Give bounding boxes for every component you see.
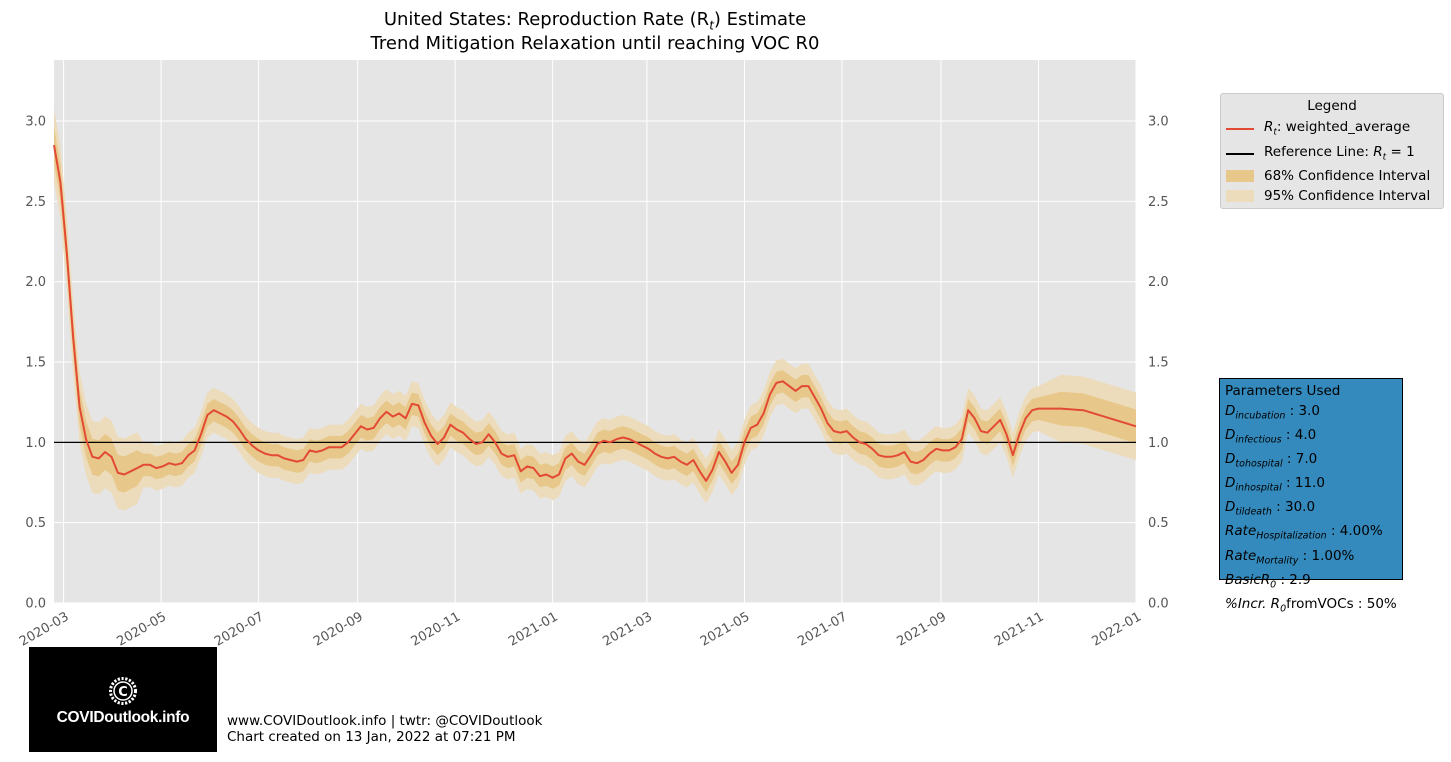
- parameter-row: RateHospitalization : 4.00%: [1225, 523, 1383, 543]
- y-tick-label-left: 1.0: [25, 436, 46, 451]
- legend-ref-swatch: [1226, 147, 1254, 159]
- legend-line-swatch: [1226, 122, 1254, 134]
- x-tick-label: 2020-11: [409, 609, 464, 649]
- y-tick-label-right: 0.0: [1148, 597, 1169, 612]
- parameters-title: Parameters Used: [1225, 383, 1341, 399]
- y-tick-label-left: 0.5: [25, 516, 46, 531]
- x-tick-label: 2021-01: [506, 609, 561, 649]
- parameter-row: Dinhospital : 11.0: [1225, 475, 1325, 494]
- legend-ci95-swatch: [1226, 190, 1254, 202]
- x-tick-label: 2020-03: [17, 609, 72, 649]
- x-tick-label: 2020-07: [212, 609, 267, 649]
- y-tick-label-right: 3.0: [1148, 115, 1169, 130]
- y-tick-label-left: 2.0: [25, 275, 46, 290]
- parameters-box: Parameters Used Dincubation : 3.0 Dinfect…: [1219, 378, 1403, 615]
- x-tick-label: 2021-09: [894, 609, 949, 649]
- svg-text:C: C: [118, 685, 128, 700]
- footer-credits: www.COVIDoutlook.info | twtr: @COVIDoutl…: [227, 713, 542, 745]
- parameter-row: BasicR0 : 2.9: [1225, 571, 1311, 591]
- legend-item-ci95: 95% Confidence Interval: [1226, 187, 1430, 205]
- parameter-row: Dtohospital : 7.0: [1225, 450, 1318, 470]
- legend-title: Legend: [1307, 98, 1357, 114]
- y-tick-label-right: 2.5: [1148, 195, 1169, 210]
- confidence-bands: [54, 109, 1136, 511]
- parameters-list: Dincubation : 3.0 Dinfectious : 4.0 Dtohos…: [1225, 402, 1402, 620]
- y-tick-label-left: 3.0: [25, 115, 46, 130]
- parameter-row: Dincubation : 3.0: [1225, 402, 1320, 422]
- y-tick-label-left: 2.5: [25, 195, 46, 210]
- logo-text: COVIDoutlook.info: [56, 709, 190, 726]
- legend-box: Legend Rt: weighted_average Reference Li…: [1220, 93, 1444, 209]
- plot-area: [54, 60, 1136, 603]
- legend-item-reference: Reference Line: Rt = 1: [1226, 144, 1415, 162]
- x-tick-label: 2021-03: [600, 609, 655, 649]
- y-tick-label-right: 1.0: [1148, 436, 1169, 451]
- parameter-row: Dtildeath : 30.0: [1225, 499, 1316, 518]
- x-tick-label: 2021-05: [698, 609, 753, 649]
- y-tick-label-right: 1.5: [1148, 356, 1169, 371]
- x-tick-label: 2021-07: [795, 609, 850, 649]
- x-tick-label: 2022-01: [1089, 609, 1144, 649]
- series-lines: [53, 144, 1137, 482]
- x-tick-label: 2021-11: [992, 609, 1047, 649]
- parameter-row: Dinfectious : 4.0: [1225, 426, 1317, 446]
- x-tick-label: 2020-05: [115, 609, 170, 649]
- y-tick-label-left: 0.0: [25, 597, 46, 612]
- y-tick-label-left: 1.5: [25, 356, 46, 371]
- legend-item-rt: Rt: weighted_average: [1226, 119, 1410, 137]
- y-tick-label-right: 2.0: [1148, 275, 1169, 290]
- footer-line1: www.COVIDoutlook.info | twtr: @COVIDoutl…: [227, 713, 543, 729]
- legend-item-ci68: 68% Confidence Interval: [1226, 167, 1430, 185]
- rt-weighted-average-line: [53, 144, 1137, 482]
- chart-title-line1: United States: Reproduction Rate (Rt) Es…: [383, 9, 807, 33]
- y-tick-label-right: 0.5: [1148, 516, 1169, 531]
- covidoutlook-logo: C COVIDoutlook.info: [29, 647, 217, 752]
- legend-ci68-swatch: [1226, 170, 1254, 182]
- footer-line2: Chart created on 13 Jan, 2022 at 07:21 P…: [227, 729, 516, 745]
- covid-c-logo-icon: C: [109, 677, 137, 705]
- parameter-row: RateMortality : 1.00%: [1225, 547, 1355, 567]
- x-tick-label: 2020-09: [311, 609, 366, 649]
- ci68-band: [54, 127, 1136, 493]
- chart-title-line2: Trend Mitigation Relaxation until reachi…: [370, 33, 820, 54]
- parameter-row: %Incr. R0fromVOCs : 50%: [1225, 596, 1397, 615]
